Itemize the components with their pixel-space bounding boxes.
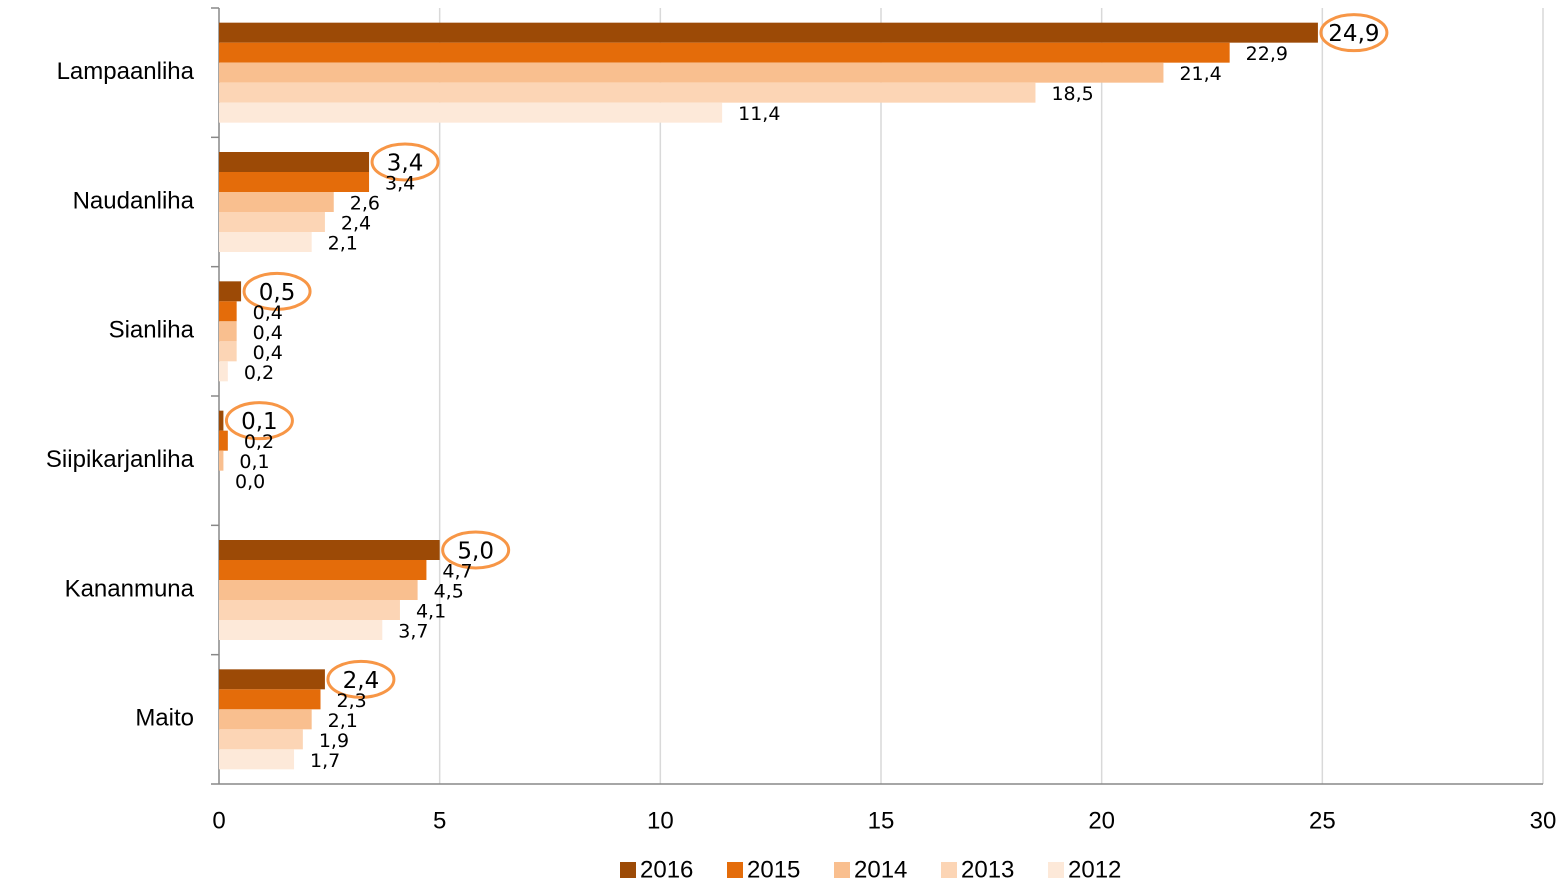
highlight-circle <box>242 271 312 311</box>
highlight-circle <box>326 659 396 699</box>
value-label: 4,7 <box>442 561 472 583</box>
bar <box>219 560 427 580</box>
value-label: 18,5 <box>1051 83 1093 105</box>
bar <box>219 152 370 172</box>
bar <box>219 301 237 322</box>
value-label: 0,1 <box>241 409 278 435</box>
legend-label: 2013 <box>961 856 1014 883</box>
x-tick-label: 10 <box>647 807 674 834</box>
bar <box>219 192 334 212</box>
bar <box>219 689 321 710</box>
bar <box>219 430 228 451</box>
bar <box>219 709 312 730</box>
y-tick-label: Sianliha <box>109 317 195 344</box>
bar <box>219 729 303 750</box>
value-label: 0,0 <box>235 471 265 493</box>
y-tick-label: Lampaanliha <box>57 58 195 85</box>
x-tick-label: 20 <box>1088 807 1115 834</box>
value-label: 0,4 <box>253 322 283 344</box>
value-label: 0,4 <box>253 342 283 364</box>
y-tick-label: Naudanliha <box>73 187 195 214</box>
bar <box>219 82 1036 103</box>
bar <box>219 62 1164 83</box>
bar <box>219 102 723 123</box>
value-label: 0,2 <box>244 362 274 384</box>
value-label: 1,7 <box>310 750 340 772</box>
value-label: 3,4 <box>385 173 415 195</box>
bar <box>219 361 228 382</box>
bar <box>219 212 325 232</box>
bar <box>219 600 400 620</box>
bar <box>219 540 440 560</box>
value-label: 0,5 <box>259 280 296 306</box>
x-tick-label: 5 <box>433 807 446 834</box>
bar <box>219 281 242 302</box>
bar <box>219 749 295 770</box>
value-label: 24,9 <box>1328 21 1379 47</box>
highlight-circle <box>224 401 294 441</box>
value-label: 4,5 <box>434 581 464 603</box>
legend-swatch <box>834 862 850 878</box>
bar <box>219 580 418 600</box>
highlight-circle <box>370 142 440 182</box>
x-tick-label: 30 <box>1530 807 1557 834</box>
bar <box>219 232 312 252</box>
value-label: 1,9 <box>319 730 349 752</box>
legend-label: 2015 <box>747 856 800 883</box>
y-tick-label: Maito <box>135 705 194 732</box>
value-label: 21,4 <box>1179 63 1221 85</box>
legend-swatch <box>620 862 636 878</box>
value-label: 4,1 <box>416 601 446 623</box>
y-tick-label: Siipikarjanliha <box>46 446 195 473</box>
y-tick-label: Kananmuna <box>65 575 195 602</box>
value-label: 3,4 <box>387 151 424 177</box>
bar <box>219 450 224 471</box>
value-label: 0,2 <box>244 431 274 453</box>
bar <box>219 22 1318 43</box>
bar <box>219 321 237 342</box>
bar <box>219 620 383 640</box>
highlight-circle <box>441 530 511 570</box>
value-label: 2,3 <box>337 690 367 712</box>
value-label: 3,7 <box>398 621 428 643</box>
value-label: 5,0 <box>457 539 494 565</box>
legend-swatch <box>1048 862 1064 878</box>
value-label: 11,4 <box>738 103 780 125</box>
legend-label: 2016 <box>640 856 693 883</box>
x-tick-label: 0 <box>212 807 225 834</box>
legend-swatch <box>941 862 957 878</box>
legend-label: 2014 <box>854 856 907 883</box>
x-tick-label: 15 <box>868 807 895 834</box>
bar <box>219 669 325 690</box>
value-label: 2,4 <box>343 668 380 694</box>
value-label: 2,1 <box>328 233 358 255</box>
value-label: 2,1 <box>328 710 358 732</box>
value-label: 22,9 <box>1246 43 1288 65</box>
highlight-circle <box>1319 13 1389 53</box>
value-label: 2,4 <box>341 213 371 235</box>
x-tick-label: 25 <box>1309 807 1336 834</box>
value-label: 0,4 <box>253 302 283 324</box>
bar <box>219 341 237 362</box>
bar <box>219 172 370 192</box>
legend-swatch <box>727 862 743 878</box>
legend-label: 2012 <box>1068 856 1121 883</box>
value-label: 2,6 <box>350 193 380 215</box>
bar <box>219 410 224 431</box>
value-label: 0,1 <box>239 451 269 473</box>
bar <box>219 42 1230 63</box>
